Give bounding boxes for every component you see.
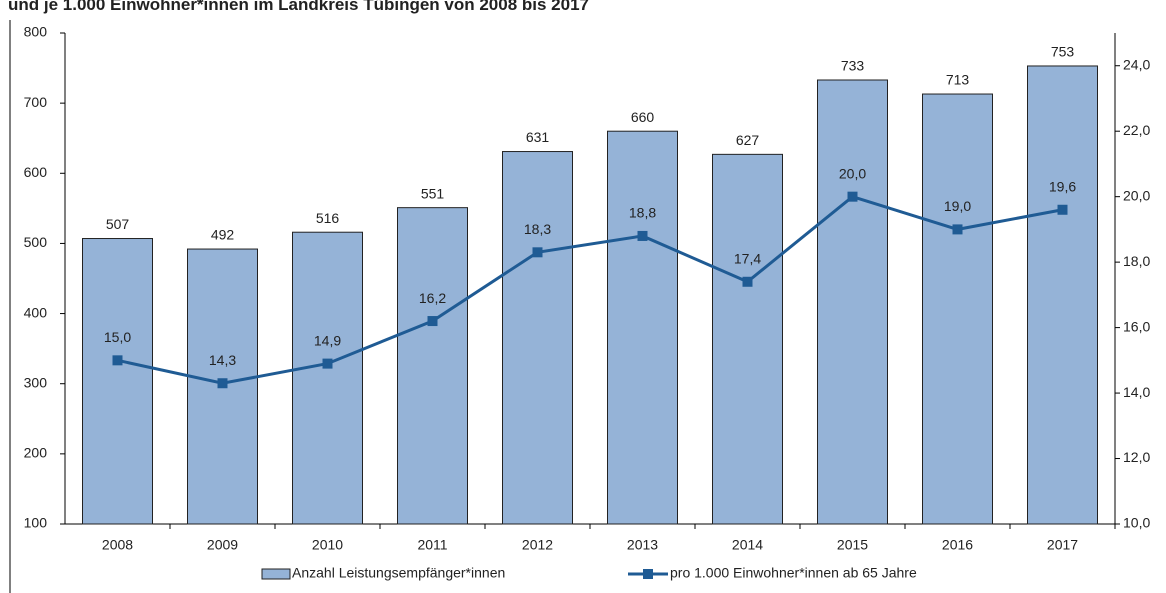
y2-tick-label: 20,0: [1123, 187, 1150, 203]
bar-value-label: 551: [421, 185, 445, 201]
y2-tick-label: 16,0: [1123, 318, 1150, 334]
x-tick-label: 2014: [732, 537, 763, 553]
y-tick-label: 200: [24, 445, 48, 461]
y-tick-label: 100: [24, 515, 48, 531]
line-value-label: 19,0: [944, 198, 971, 214]
bar-value-label: 516: [316, 210, 340, 226]
line-marker: [217, 378, 228, 389]
bar: [817, 79, 888, 525]
bar-value-label: 627: [736, 132, 760, 148]
bar-value-label: 492: [211, 227, 235, 243]
bar: [922, 93, 993, 525]
line-marker: [952, 224, 963, 235]
x-tick-label: 2011: [417, 537, 447, 553]
line-value-label: 19,6: [1049, 178, 1076, 194]
y-tick-label: 600: [24, 164, 48, 180]
x-tick-label: 2012: [522, 537, 553, 553]
bar: [82, 238, 153, 525]
y-tick-label: 300: [24, 374, 48, 390]
bar: [607, 130, 678, 525]
line-value-label: 16,2: [419, 290, 446, 306]
line-value-label: 15,0: [104, 329, 131, 345]
bar-value-label: 713: [946, 72, 970, 88]
y-tick-label: 400: [24, 304, 48, 320]
legend-swatch: [261, 568, 291, 580]
line-value-label: 14,3: [209, 352, 236, 368]
x-tick-label: 2016: [942, 537, 973, 553]
legend-marker: [643, 569, 653, 579]
line-marker: [742, 276, 753, 287]
y2-tick-label: 10,0: [1123, 515, 1150, 531]
line: [117, 194, 1063, 385]
y-tick-label: 800: [24, 24, 48, 40]
line-marker: [1057, 204, 1068, 215]
y2-tick-label: 22,0: [1123, 122, 1150, 138]
x-tick-label: 2015: [837, 537, 868, 553]
x-tick-label: 2010: [312, 537, 343, 553]
line-value-label: 18,8: [629, 205, 656, 221]
bar-value-label: 733: [841, 58, 865, 74]
chart-title: und je 1.000 Einwohner*innen im Landkrei…: [8, 0, 589, 14]
line-marker: [847, 191, 858, 202]
line-value-label: 14,9: [314, 332, 341, 348]
y-tick-label: 500: [24, 234, 48, 250]
line-marker: [322, 358, 333, 369]
x-tick-label: 2008: [102, 537, 133, 553]
bar-value-label: 753: [1051, 44, 1075, 60]
bar: [712, 153, 783, 525]
y-tick-label: 700: [24, 94, 48, 110]
x-tick-label: 2013: [627, 537, 658, 553]
line-value-label: 17,4: [734, 250, 761, 266]
line-marker: [427, 316, 438, 327]
bar: [397, 207, 468, 525]
y2-tick-label: 14,0: [1123, 384, 1150, 400]
line-marker: [532, 247, 543, 258]
line-value-label: 20,0: [839, 165, 866, 181]
bar: [292, 231, 363, 525]
y2-tick-label: 24,0: [1123, 56, 1150, 72]
bar-value-label: 660: [631, 109, 655, 125]
line-marker: [112, 355, 123, 366]
bar: [502, 151, 573, 525]
bar-value-label: 631: [526, 129, 550, 145]
legend-label: pro 1.000 Einwohner*innen ab 65 Jahre: [670, 565, 917, 581]
bar: [1027, 65, 1098, 525]
x-tick-label: 2017: [1047, 537, 1078, 553]
line-value-label: 18,3: [524, 221, 551, 237]
x-tick-label: 2009: [207, 537, 238, 553]
y2-tick-label: 18,0: [1123, 253, 1150, 269]
legend-label: Anzahl Leistungsempfänger*innen: [292, 565, 505, 581]
line-marker: [637, 230, 648, 241]
bar-value-label: 507: [106, 216, 130, 232]
y2-tick-label: 12,0: [1123, 449, 1150, 465]
